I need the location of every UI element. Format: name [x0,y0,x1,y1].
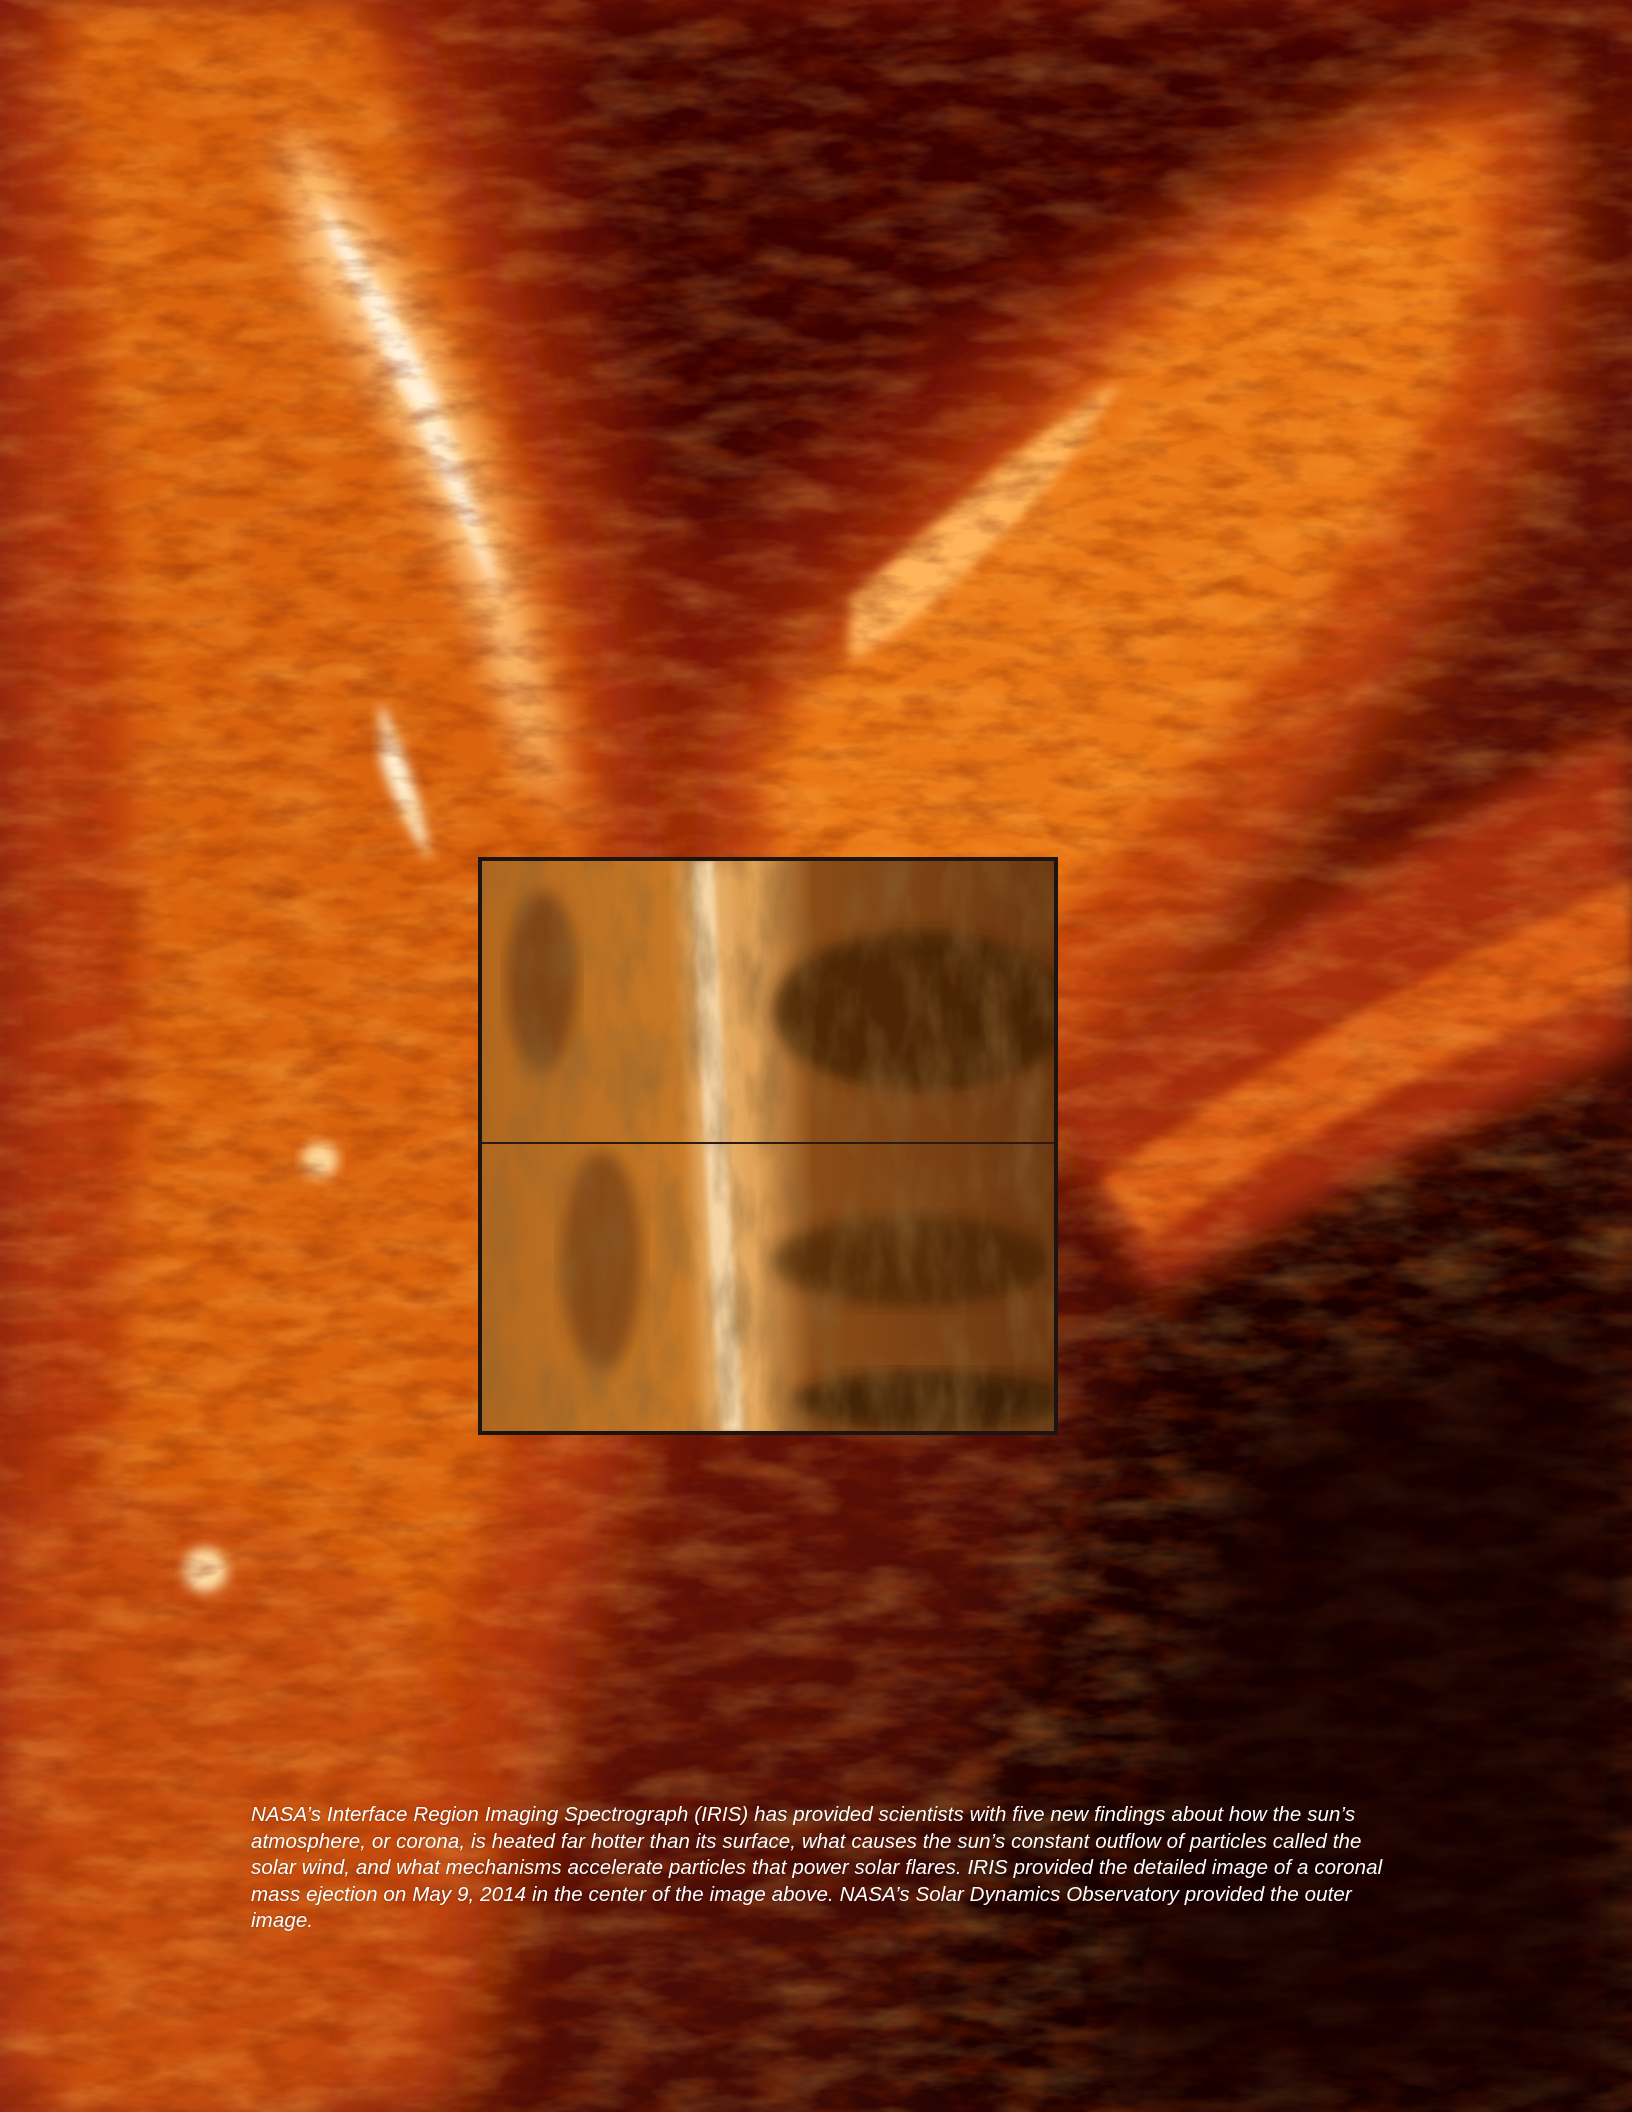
iris-inset-image [478,857,1058,1435]
image-caption: NASA’s Interface Region Imaging Spectrog… [251,1803,1383,1933]
